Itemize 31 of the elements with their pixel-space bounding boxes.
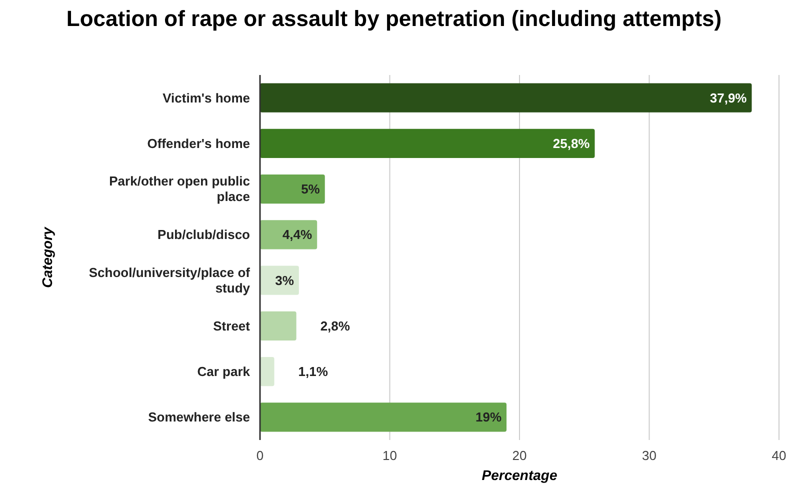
bar (260, 128, 595, 158)
y-tick-label: Pub/club/disco (158, 227, 250, 242)
y-axis-title: Category (39, 226, 55, 288)
x-tick-label: 0 (256, 448, 264, 463)
y-tick-label: Victim's home (162, 90, 250, 106)
bar (260, 174, 325, 204)
data-label: 1,1% (298, 364, 328, 380)
x-axis-title: Percentage (482, 467, 558, 483)
x-tick-label: 30 (642, 448, 656, 463)
data-label: 3% (275, 272, 294, 288)
bar (260, 220, 318, 250)
y-tick-label: Street (213, 318, 251, 334)
y-tick-label: School/university/place of study (88, 264, 251, 296)
data-label: 25,8% (552, 136, 590, 151)
data-label: 4,4% (282, 227, 313, 242)
y-tick-label: Offender's home (147, 136, 250, 151)
y-tick-label: Car park (197, 364, 251, 380)
bar (260, 311, 296, 341)
x-tick-label: 20 (512, 448, 527, 463)
chart-title: Location of rape or assault by penetration (including attempts) (66, 6, 722, 31)
x-tick-label: 40 (772, 448, 786, 463)
x-tick-label: 10 (382, 448, 397, 463)
bar (260, 402, 507, 432)
data-label: 2,8% (320, 318, 350, 334)
data-label: 19% (475, 410, 502, 425)
bar (260, 356, 274, 386)
y-tick-label: Park/other open public place (109, 174, 250, 204)
y-tick-label: Somewhere else (148, 410, 250, 425)
data-label: 37,9% (710, 90, 748, 106)
bar (260, 83, 752, 112)
data-label: 5% (301, 182, 320, 197)
